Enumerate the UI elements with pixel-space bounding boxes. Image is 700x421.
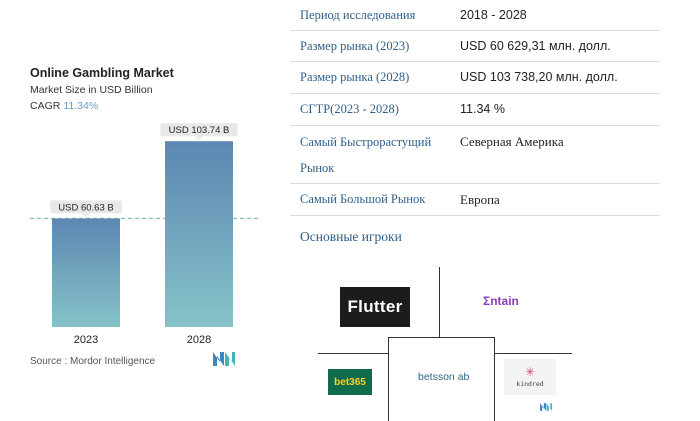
data-label: USD 103.74 B: [169, 125, 230, 136]
divider: [494, 353, 572, 354]
bar-chart: USD 60.63 B 2023 USD 103.74 B 2028: [30, 123, 258, 346]
data-label-pointer: [82, 213, 90, 218]
info-label: Самый Быстрорастущий Рынок: [300, 135, 432, 175]
flutter-logo: Flutter: [340, 287, 410, 327]
info-label: СГТР(2023 - 2028): [300, 102, 399, 116]
divider: [494, 337, 495, 421]
chart-source: Source : Mordor Intelligence: [30, 356, 156, 367]
bar-2023: [52, 218, 120, 327]
kindred-name: kindred: [516, 380, 544, 388]
chart-cagr: CAGR 11.34%: [30, 100, 98, 112]
info-row-cagr: СГТР(2023 - 2028) 11.34 %: [290, 94, 660, 126]
market-chart-panel: Online Gambling Market Market Size in US…: [0, 0, 280, 421]
data-label: USD 60.63 B: [58, 202, 113, 213]
info-value: Северная Америка: [460, 134, 564, 149]
divider: [439, 267, 440, 337]
kindred-star-icon: ✳: [524, 365, 536, 379]
divider: [388, 337, 389, 421]
info-row-largest-market: Самый Большой Рынок Европа: [290, 184, 660, 216]
betsson-logo: betsson ab: [418, 371, 470, 383]
info-value: Европа: [460, 192, 500, 207]
entain-logo: Σntain: [483, 294, 519, 308]
kindred-logo: ✳ kindred: [504, 359, 556, 395]
x-tick-label: 2023: [74, 334, 98, 346]
key-players-heading: Основные игроки: [300, 229, 402, 244]
divider: [318, 353, 388, 354]
divider: [388, 337, 494, 338]
info-label: Самый Большой Рынок: [300, 192, 426, 206]
info-row-market-size-2023: Размер рынка (2023) USD 60 629,31 млн. д…: [290, 31, 660, 62]
mordor-logo-icon: [540, 403, 552, 411]
info-label: Размер рынка (2028): [300, 70, 410, 84]
info-value: USD 60 629,31 млн. долл.: [460, 39, 611, 53]
info-value: 2018 - 2028: [460, 8, 527, 22]
info-value: 11.34 %: [460, 102, 505, 116]
market-info-table: Период исследования 2018 - 2028 Размер р…: [290, 0, 660, 216]
info-label: Период исследования: [300, 8, 416, 22]
x-tick-label: 2028: [187, 334, 211, 346]
chart-title: Online Gambling Market: [30, 66, 174, 80]
key-players-grid: Flutter Σntain bet365 betsson ab ✳ kindr…: [318, 267, 580, 421]
info-row-study-period: Период исследования 2018 - 2028: [290, 0, 660, 31]
info-value: USD 103 738,20 млн. долл.: [460, 70, 618, 84]
data-label-pointer: [195, 136, 203, 141]
data-label-bg: [160, 123, 238, 137]
cagr-value: 11.34%: [63, 100, 99, 112]
info-row-fastest-growing: Самый Быстрорастущий Рынок Северная Амер…: [290, 126, 660, 184]
chart-subtitle: Market Size in USD Billion: [30, 84, 153, 96]
data-label-bg: [50, 200, 122, 214]
info-row-market-size-2028: Размер рынка (2028) USD 103 738,20 млн. …: [290, 62, 660, 94]
bar-2028: [165, 141, 233, 327]
info-label: Размер рынка (2023): [300, 39, 410, 53]
mordor-logo-icon: [213, 352, 235, 366]
bet365-logo: bet365: [328, 369, 372, 395]
cagr-label: CAGR: [30, 100, 61, 112]
